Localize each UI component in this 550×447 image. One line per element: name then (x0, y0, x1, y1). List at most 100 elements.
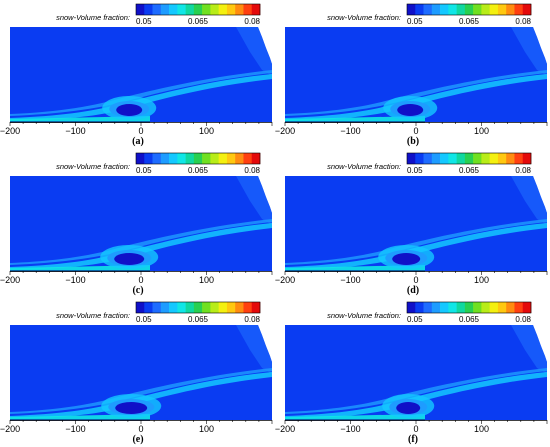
colorbar-swatch (522, 4, 532, 15)
x-tick-label: 0 (138, 126, 143, 136)
x-tick-label: 100 (199, 126, 214, 136)
x-tick-label: −100 (65, 126, 85, 136)
colorbar-swatch (464, 302, 474, 313)
vortex-core (397, 104, 424, 116)
colorbar-swatch (506, 302, 515, 313)
contour-plot: snow-Volume fraction: 0.05 0.065 0.08 −200 −1… (0, 3, 273, 147)
x-tick-label: −200 (0, 126, 20, 136)
colorbar-swatch (522, 302, 532, 313)
panel-label: (e) (132, 434, 143, 445)
colorbar-swatch (193, 4, 203, 15)
contour-band (285, 372, 547, 419)
colorbar-swatch (152, 4, 162, 15)
colorbar-tick-label: 0.05 (407, 17, 423, 26)
colorbar-swatch (177, 4, 186, 15)
colorbar-swatch (407, 302, 416, 313)
x-tick-label: 100 (474, 424, 489, 434)
colorbar-swatch (243, 153, 253, 164)
colorbar-swatch (440, 302, 449, 313)
colorbar-swatch (202, 4, 211, 15)
chart-panel-c: snow-Volume fraction: 0.05 0.065 0.08 −200 −1… (0, 149, 275, 298)
colorbar-tick-label: 0.05 (407, 315, 423, 324)
colorbar-swatch (251, 302, 261, 313)
contour-band (10, 223, 272, 270)
contour-band (285, 70, 547, 116)
colorbar-swatch (160, 4, 170, 15)
colorbar-swatch (210, 153, 219, 164)
colorbar-swatch (514, 153, 524, 164)
colorbar-swatch (423, 153, 433, 164)
colorbar-swatch (481, 302, 490, 313)
colorbar-swatch (464, 153, 474, 164)
colorbar-swatch (456, 4, 466, 15)
contour-band (285, 74, 547, 121)
colorbar-label: snow-Volume fraction: (56, 162, 130, 171)
colorbar-swatch (407, 4, 416, 15)
colorbar-swatch (160, 302, 170, 313)
x-tick-label: 100 (474, 126, 489, 136)
colorbar-swatch (210, 302, 219, 313)
colorbar-tick-label: 0.08 (515, 17, 531, 26)
contour-band (285, 368, 547, 414)
colorbar-swatch (136, 302, 145, 313)
colorbar-swatch (218, 153, 228, 164)
chart-panel-b: snow-Volume fraction: 0.05 0.065 0.08 −200 −1… (275, 0, 550, 149)
colorbar-swatch (489, 4, 499, 15)
vortex-core (115, 402, 148, 414)
colorbar-tick-label: 0.065 (459, 315, 480, 324)
colorbar-label: snow-Volume fraction: (56, 13, 130, 22)
colorbar-swatch (497, 302, 507, 313)
colorbar-swatch (497, 4, 507, 15)
colorbar-swatch (415, 153, 424, 164)
chart-panel-f: snow-Volume fraction: 0.05 0.065 0.08 −200 −1… (275, 298, 550, 447)
colorbar-frame (406, 3, 532, 16)
colorbar-swatch (160, 153, 170, 164)
colorbar-swatch (251, 153, 261, 164)
colorbar-swatch (218, 4, 228, 15)
contour-band (285, 116, 425, 122)
colorbar-tick-label: 0.065 (459, 166, 480, 175)
colorbar-swatch (522, 153, 532, 164)
colorbar-frame (135, 301, 261, 314)
colorbar-swatch (440, 4, 449, 15)
chart-panel-e: snow-Volume fraction: 0.05 0.065 0.08 −200 −1… (0, 298, 275, 447)
x-tick-label: 0 (413, 424, 418, 434)
colorbar-tick-label: 0.08 (244, 17, 260, 26)
colorbar-frame (135, 152, 261, 165)
colorbar-swatch (415, 4, 424, 15)
colorbar-tick-label: 0.065 (188, 17, 209, 26)
x-tick-label: −200 (275, 126, 295, 136)
vortex-core (116, 104, 143, 116)
colorbar-swatch (202, 302, 211, 313)
flow-field (10, 325, 272, 420)
contour-band (10, 372, 272, 419)
colorbar-swatch (144, 153, 153, 164)
x-tick-label: −200 (0, 424, 20, 434)
contour-band (10, 70, 272, 116)
contour-plot: snow-Volume fraction: 0.05 0.065 0.08 −200 −1… (0, 152, 273, 296)
contour-region (236, 325, 272, 374)
colorbar-swatch (226, 4, 236, 15)
colorbar-frame (135, 3, 261, 16)
contour-region (236, 176, 272, 225)
colorbar-tick-label: 0.05 (136, 17, 152, 26)
x-tick-label: 0 (413, 275, 418, 285)
contour-band (285, 223, 547, 270)
colorbar-swatch (506, 4, 515, 15)
x-tick-label: 0 (413, 126, 418, 136)
colorbar-tick-label: 0.05 (136, 166, 152, 175)
colorbar-swatch (243, 4, 253, 15)
contour-plot: snow-Volume fraction: 0.05 0.065 0.08 −200 −1… (275, 301, 548, 445)
panel-label: (d) (407, 285, 419, 296)
colorbar-swatch (423, 4, 433, 15)
colorbar-swatch (243, 302, 253, 313)
colorbar-swatch (136, 4, 145, 15)
contour-band (10, 368, 272, 414)
colorbar-swatch (193, 153, 203, 164)
flow-field (10, 176, 272, 271)
colorbar-swatch (185, 302, 195, 313)
colorbar-tick-label: 0.05 (407, 166, 423, 175)
colorbar-swatch (481, 4, 490, 15)
colorbar-tick-label: 0.065 (459, 17, 480, 26)
colorbar-label: snow-Volume fraction: (56, 311, 130, 320)
